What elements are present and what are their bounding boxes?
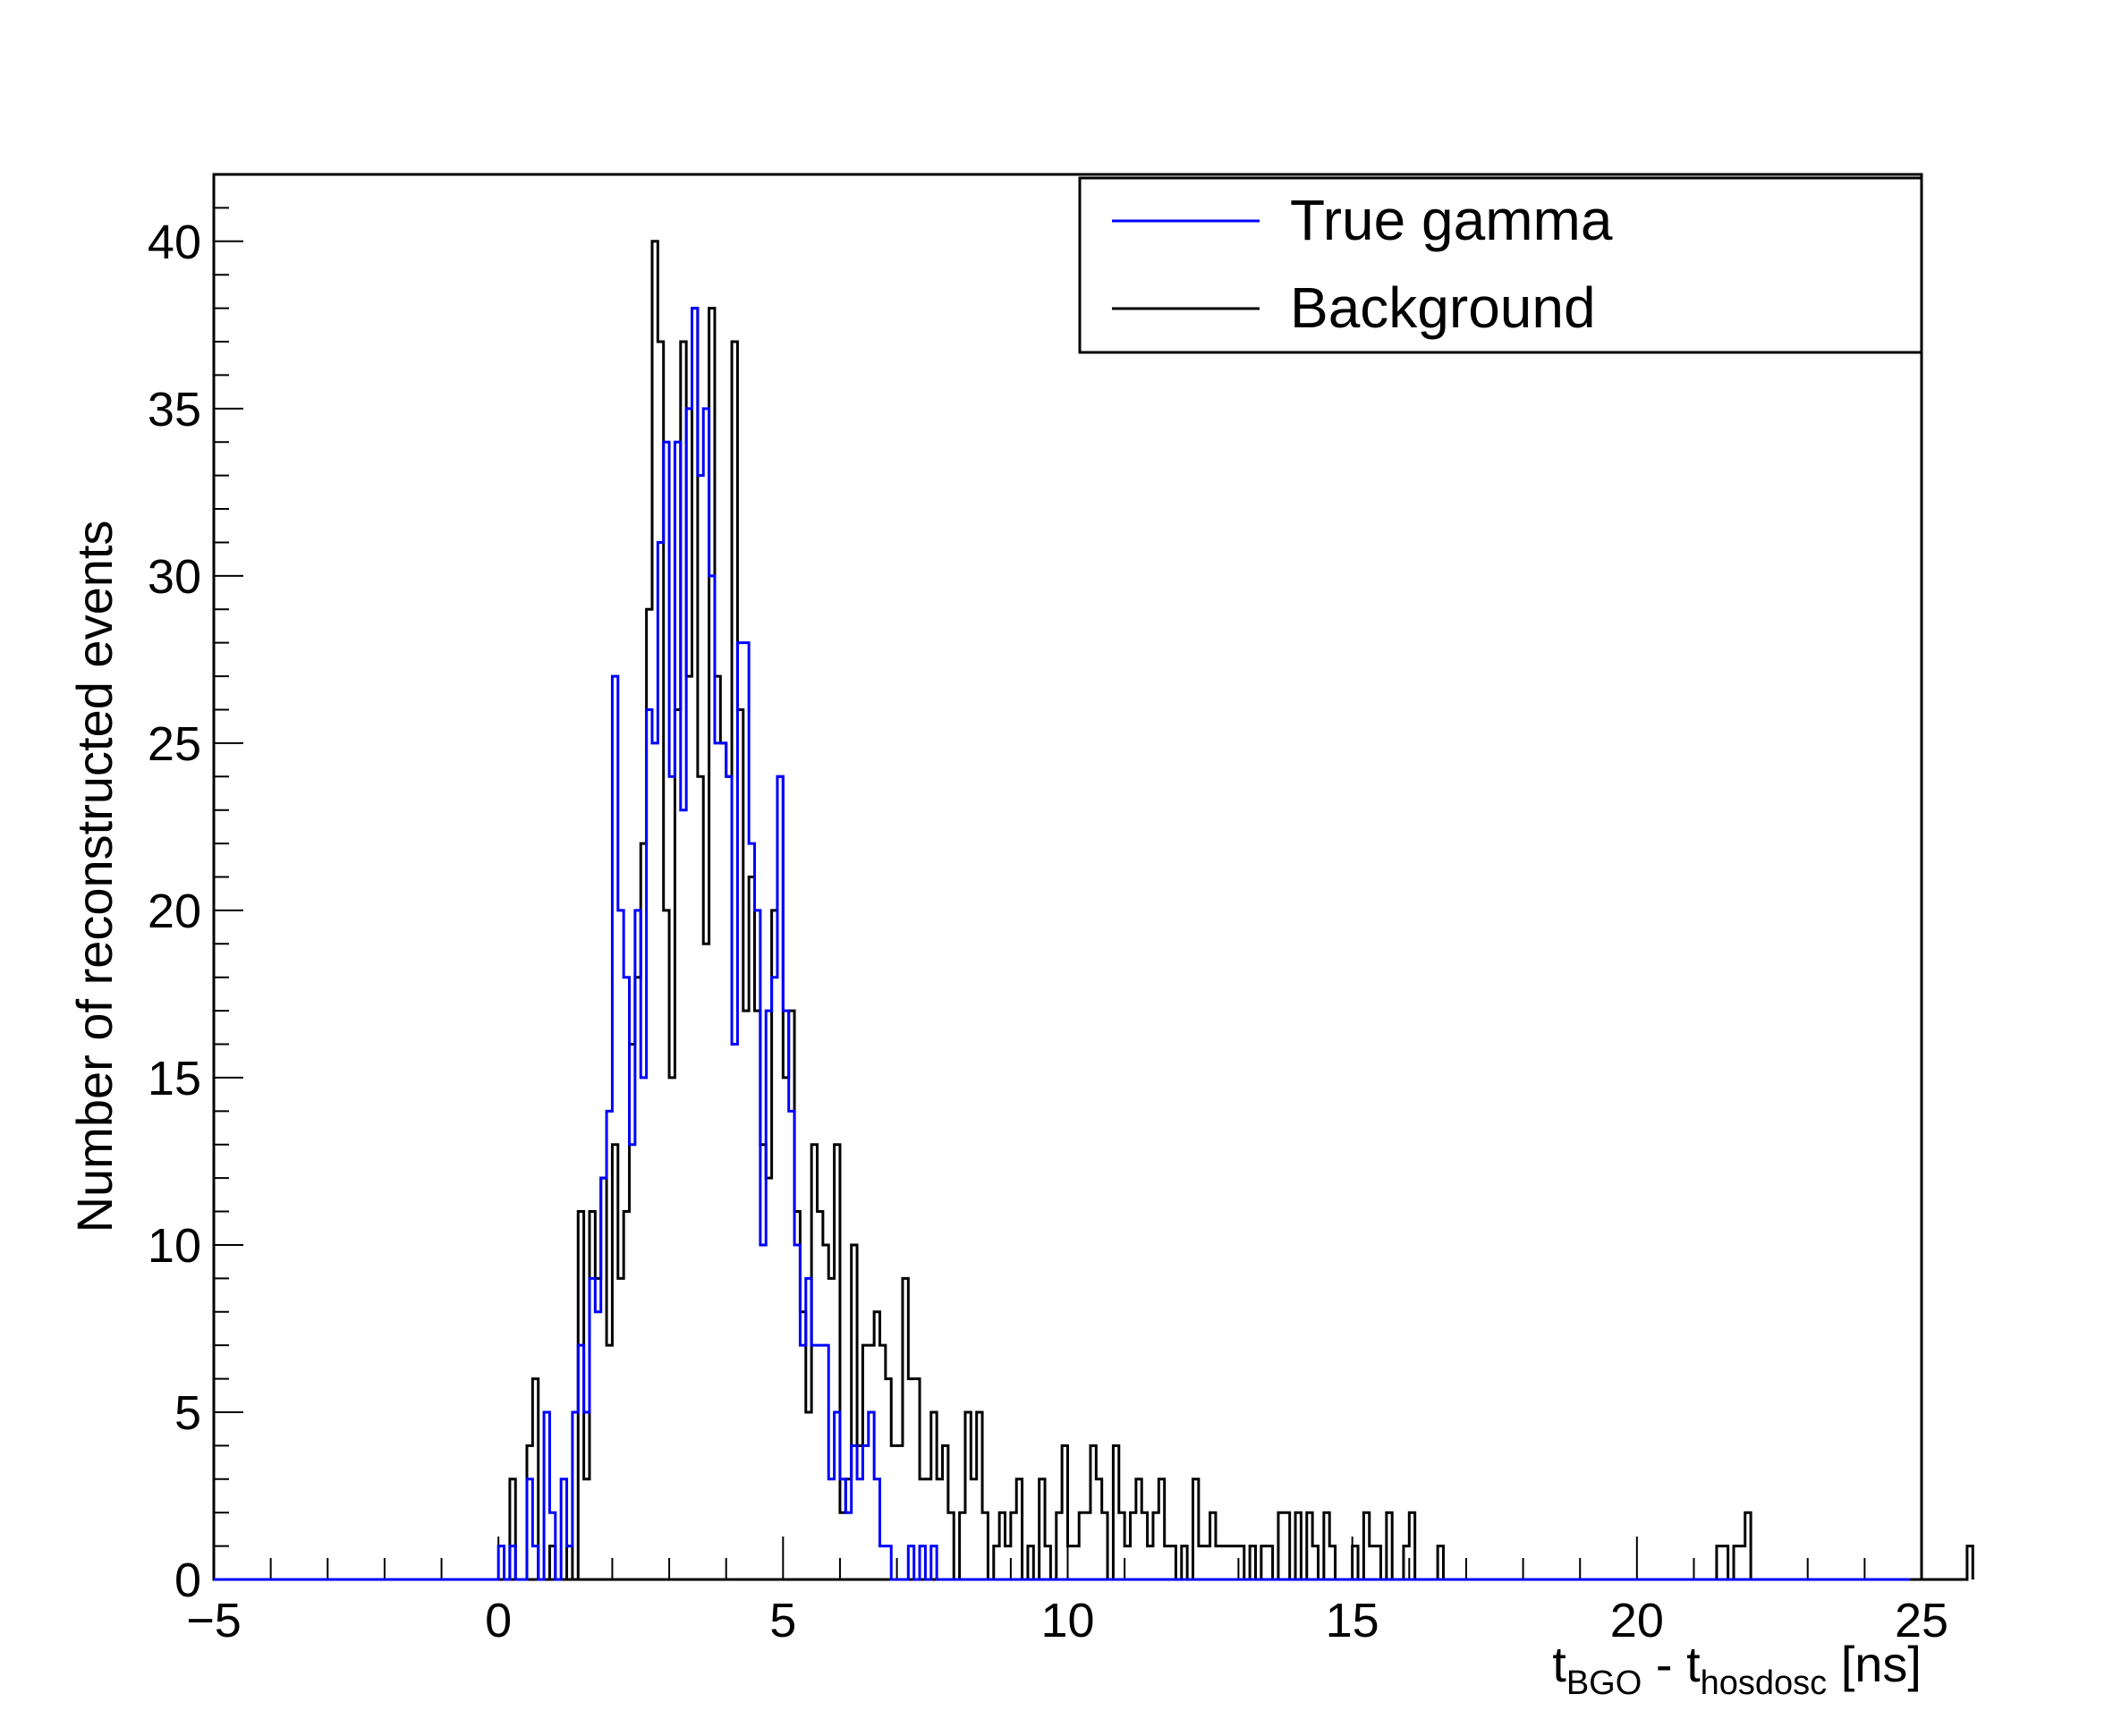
x-tick-label: 10 — [1040, 1594, 1094, 1647]
x-axis-title: tBGO - thosdosc [ns] — [1552, 1636, 1922, 1702]
x-axis-title-sub2: hosdosc — [1701, 1664, 1828, 1702]
x-axis-title-mid: - t — [1642, 1636, 1701, 1692]
x-axis-title-main: t — [1552, 1636, 1566, 1692]
y-tick-label: 25 — [148, 717, 201, 771]
legend: True gamma Background — [1078, 176, 1923, 354]
x-tick-label: −5 — [186, 1594, 242, 1647]
legend-label-true-gamma: True gamma — [1290, 188, 1613, 252]
x-tick-label: 15 — [1326, 1594, 1379, 1647]
y-tick-label: 35 — [148, 383, 201, 436]
y-tick-label: 10 — [148, 1219, 201, 1273]
y-tick-label: 15 — [148, 1052, 201, 1105]
x-axis-title-sub1: BGO — [1566, 1664, 1642, 1702]
y-tick-label: 40 — [148, 216, 201, 269]
histogram-series — [214, 240, 1974, 1581]
x-tick-label: 25 — [1895, 1594, 1948, 1647]
legend-box — [1078, 176, 1923, 354]
x-axis-title-tail: [ns] — [1827, 1636, 1922, 1692]
y-tick-label: 20 — [148, 885, 201, 938]
series-true-gamma — [214, 307, 1911, 1581]
x-tick-label: 20 — [1610, 1594, 1664, 1647]
x-tick-label: 5 — [769, 1594, 796, 1647]
y-tick-label: 0 — [174, 1554, 201, 1607]
plot-frame — [212, 173, 1923, 1581]
y-axis-title: Number of reconstructed events — [66, 521, 123, 1233]
x-tick-label: 0 — [485, 1594, 512, 1647]
y-tick-label: 5 — [174, 1386, 201, 1440]
x-axis-ticks: −5 0 5 10 15 20 25 — [186, 1537, 1948, 1647]
y-tick-label: 30 — [148, 550, 201, 604]
y-axis-ticks: 0 5 10 15 20 25 30 35 40 — [148, 174, 243, 1607]
series-background — [214, 240, 1974, 1581]
legend-label-background: Background — [1290, 275, 1596, 340]
